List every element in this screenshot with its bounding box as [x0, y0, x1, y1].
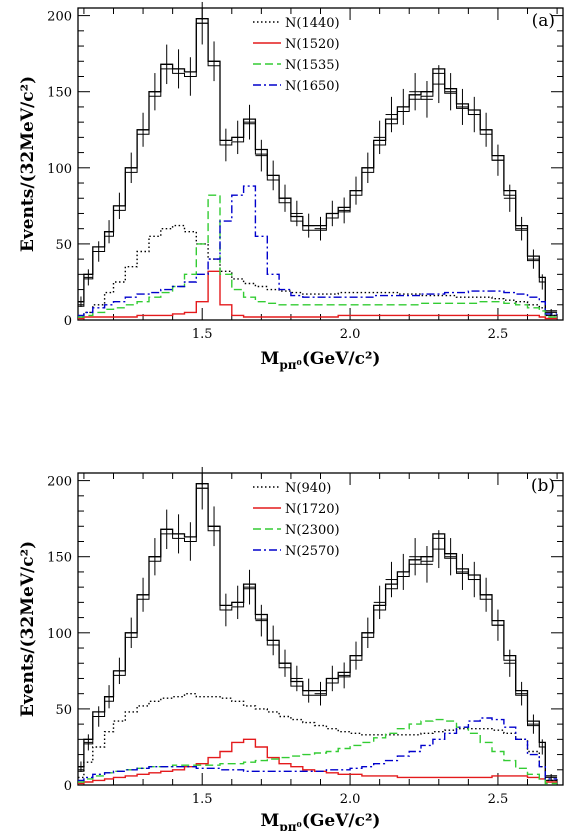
panel-b: 0 50 100 150 200 1.5 2.0 2.5 Events/(32MeV/c²) Mp…: [18, 466, 564, 831]
series-n-1535-: [78, 194, 558, 318]
y-tick-label: 50: [55, 703, 72, 718]
panel-tag: (b): [531, 476, 555, 496]
x-tick-label: 2.5: [488, 792, 509, 807]
y-tick-label: 0: [64, 779, 72, 794]
series-n-940-: [78, 693, 558, 782]
x-tick-label: 1.5: [192, 792, 213, 807]
legend-entry: N(940): [285, 481, 331, 496]
y-axis-label: Events/(32MeV/c²): [18, 76, 38, 252]
x-axis-label: Mpπ⁰(GeV/c²): [261, 349, 381, 372]
x-axis-label: Mpπ⁰(GeV/c²): [261, 811, 381, 831]
y-tick-label: 50: [55, 238, 72, 253]
y-tick-label: 0: [64, 314, 72, 329]
y-tick-label: 200: [47, 10, 72, 25]
legend-entry: N(1720): [285, 502, 340, 517]
y-tick-label: 100: [47, 627, 72, 642]
series-n-2300-: [78, 718, 558, 785]
plot-frame: [77, 472, 564, 786]
y-tick-label: 150: [47, 551, 72, 566]
panel-a: 0 50 100 150 200 1.5 2.0 2.5 Events/(32MeV/c²) Mp…: [18, 1, 564, 372]
series-n-2570-: [78, 717, 558, 782]
panel-tag: (a): [532, 11, 555, 31]
series-total-fit-band: [78, 487, 558, 781]
legend-entry: N(1535): [285, 58, 340, 73]
x-tick-label: 2.0: [340, 327, 361, 342]
y-tick-label: 200: [47, 475, 72, 490]
x-tick-label: 1.5: [192, 327, 213, 342]
legend-entry: N(1440): [285, 16, 340, 31]
y-axis-label: Events/(32MeV/c²): [18, 541, 38, 717]
series-n-1720-: [78, 738, 558, 785]
series-n-1520-: [78, 270, 558, 320]
x-tick-label: 2.5: [488, 327, 509, 342]
legend-entry: N(1520): [285, 37, 340, 52]
series-n-1440-: [78, 224, 558, 318]
x-tick-label: 2.0: [340, 792, 361, 807]
series-n-1650-: [78, 185, 558, 317]
legend-entry: N(1650): [285, 79, 340, 94]
legend-entry: N(2570): [285, 544, 340, 559]
legend-entry: N(2300): [285, 523, 340, 538]
y-tick-label: 100: [47, 162, 72, 177]
plot-frame: [77, 7, 564, 321]
y-tick-label: 150: [47, 86, 72, 101]
series-total-fit-band: [78, 22, 558, 316]
